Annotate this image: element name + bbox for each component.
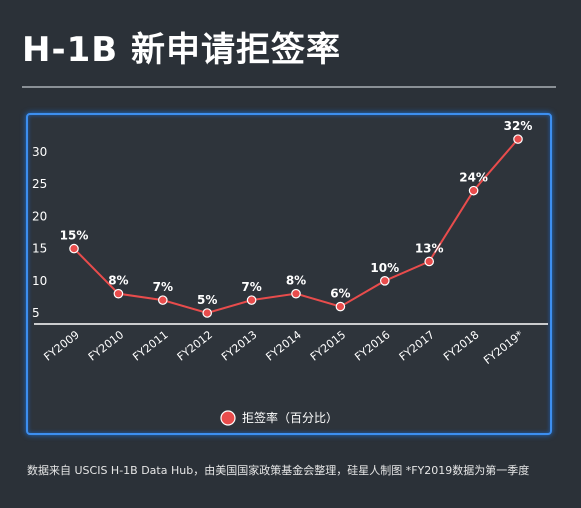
data-point: [69, 243, 79, 254]
y-tick-label: 30: [32, 145, 47, 159]
data-point: [424, 256, 434, 267]
data-point: [468, 185, 479, 196]
x-tick-label: FY2009: [41, 328, 81, 364]
data-label: 24%: [459, 171, 488, 185]
x-tick-label: FY2015: [308, 328, 348, 364]
data-point: [335, 301, 346, 312]
x-tick-label: FY2019*: [481, 328, 526, 367]
y-tick-label: 15: [32, 242, 47, 256]
data-label: 10%: [370, 261, 399, 275]
data-label: 6%: [330, 287, 350, 301]
data-label: 8%: [108, 274, 128, 288]
title-divider: [22, 86, 556, 88]
y-tick-label: 10: [32, 274, 47, 288]
data-label: 8%: [286, 274, 306, 288]
x-tick-label: FY2010: [86, 328, 126, 364]
data-point: [513, 134, 523, 144]
chart-frame: 5 10 15 20 25 30 FY2009 FY2010 FY2011 FY2012 FY201…: [26, 113, 552, 435]
data-point: [113, 288, 124, 299]
x-tick-label: FY2011: [130, 328, 170, 364]
x-tick-label: FY2018: [441, 328, 481, 364]
data-label: 13%: [415, 241, 444, 255]
data-label: 5%: [197, 293, 217, 307]
data-label: 7%: [153, 280, 173, 294]
x-tick-label: FY2014: [263, 328, 303, 364]
data-label: 32%: [504, 119, 533, 133]
x-tick-label: FY2016: [352, 328, 392, 364]
x-tick-label: FY2012: [175, 328, 215, 364]
y-tick-label: 25: [32, 177, 47, 191]
data-point: [202, 308, 212, 318]
y-tick-label: 20: [32, 209, 47, 223]
legend-marker: [220, 410, 236, 426]
data-point: [291, 288, 301, 299]
data-point: [246, 295, 257, 305]
data-point: [379, 276, 390, 286]
source-note: 数据来自 USCIS H-1B Data Hub，由美国国家政策基金会整理，硅星…: [27, 464, 530, 477]
x-tick-label: FY2013: [219, 328, 259, 364]
x-tick-label: FY2017: [397, 328, 437, 364]
data-point: [158, 295, 168, 305]
page-title: H-1B 新申请拒签率: [22, 30, 341, 70]
data-label: 7%: [241, 280, 261, 294]
legend-label: 拒签率（百分比）: [242, 410, 338, 425]
y-tick-label: 5: [32, 306, 40, 320]
data-label: 15%: [60, 229, 89, 243]
